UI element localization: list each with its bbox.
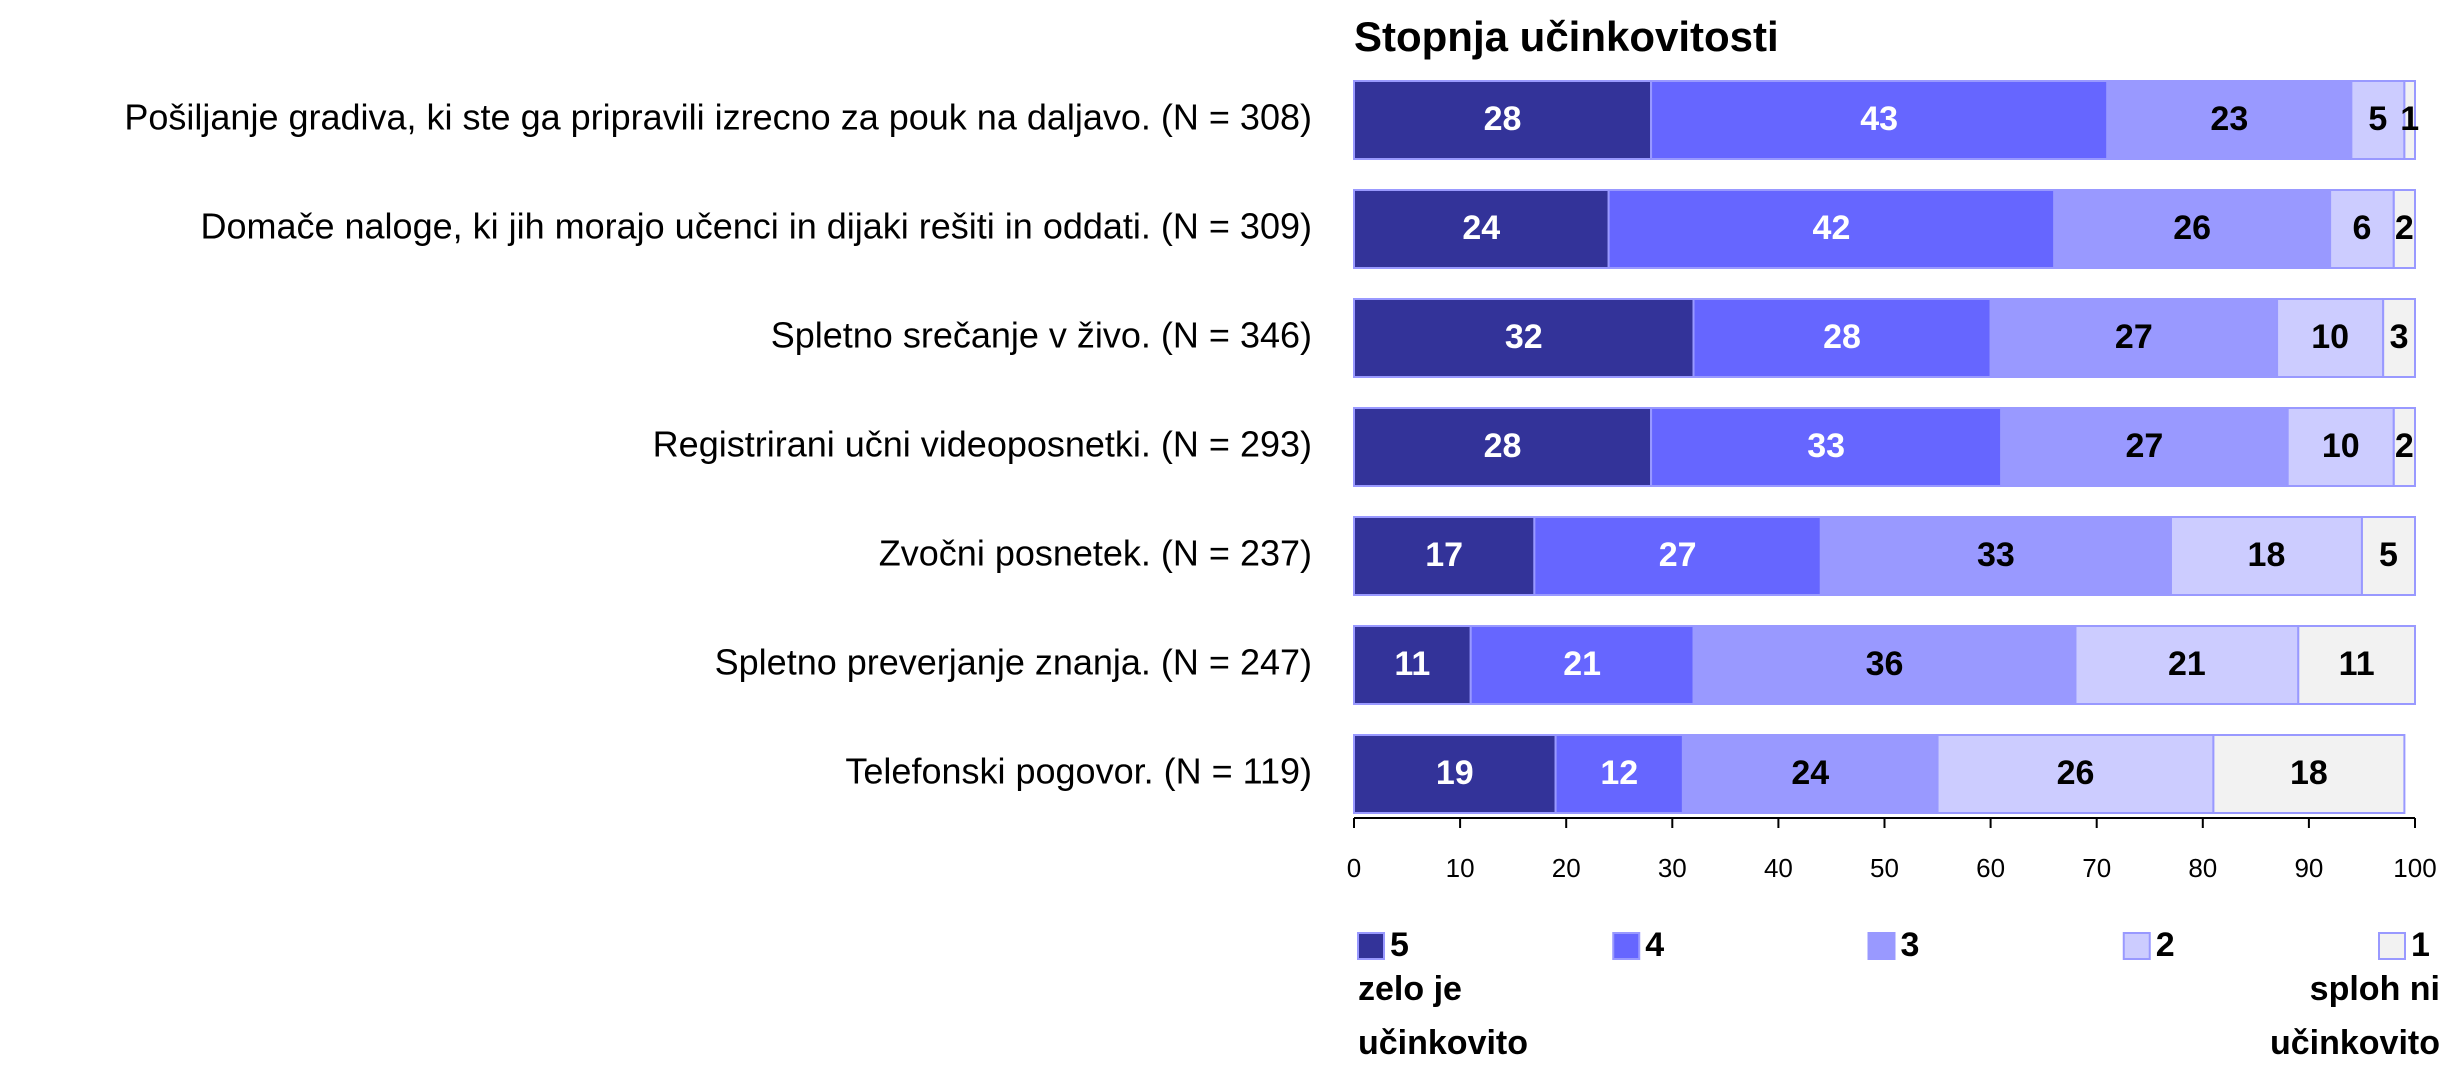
bar-segment	[2106, 80, 2353, 160]
data-label: 42	[1813, 209, 1851, 247]
x-tick-label: 80	[2188, 853, 2217, 883]
data-label: 5	[2379, 536, 2398, 574]
data-label: 32	[1505, 318, 1543, 356]
data-label: 3	[2390, 318, 2409, 356]
data-label: 28	[1484, 100, 1522, 138]
data-label: 26	[2057, 754, 2095, 792]
bar-segment	[2392, 189, 2417, 269]
bar-segment	[1607, 189, 2056, 269]
category-label: Telefonski pogovor. (N = 119)	[845, 751, 1312, 792]
bar-segment	[1936, 734, 2215, 814]
data-label: 23	[2210, 100, 2248, 138]
bar-segment	[2169, 516, 2363, 596]
bar-segment	[2053, 189, 2332, 269]
x-tick-label: 20	[1552, 853, 1581, 883]
legend-label: 5	[1390, 926, 1409, 964]
legend-label: 3	[1901, 926, 1920, 964]
legend-label: 1	[2411, 926, 2430, 964]
legend-label: 2	[2156, 926, 2175, 964]
bar-segment	[1353, 80, 1653, 160]
legend-swatch	[1867, 932, 1896, 960]
data-label: 33	[1807, 427, 1845, 465]
data-label: 19	[1436, 754, 1474, 792]
chart-title: Stopnja učinkovitosti	[1354, 13, 1779, 60]
bar-segment	[2276, 298, 2385, 378]
bar-segment	[1989, 298, 2279, 378]
bar-segment	[2382, 298, 2416, 378]
bar-segment	[2286, 407, 2395, 487]
bar-segment	[1650, 80, 2109, 160]
data-label: 43	[1860, 100, 1898, 138]
data-label: 36	[1866, 645, 1904, 683]
legend-note: zelo je učinkovito	[1358, 970, 1529, 1062]
bar-segment	[2392, 407, 2417, 487]
legend-label: 4	[1645, 926, 1664, 964]
data-label: 27	[2126, 427, 2164, 465]
bar-segment	[1692, 298, 1992, 378]
x-tick-label: 70	[2082, 853, 2111, 883]
x-tick-label: 30	[1658, 853, 1687, 883]
bar-segment	[2329, 189, 2395, 269]
bar-segment	[1353, 625, 1472, 705]
data-label: 18	[2290, 754, 2328, 792]
x-tick-label: 60	[1976, 853, 2005, 883]
x-tick-label: 40	[1764, 853, 1793, 883]
category-label: Pošiljanje gradiva, ki ste ga pripravili…	[124, 97, 1312, 138]
legend-swatch	[2122, 932, 2151, 960]
data-label: 21	[2168, 645, 2206, 683]
legend-swatch	[2378, 932, 2406, 960]
category-label: Registrirani učni videoposnetki. (N = 29…	[653, 424, 1312, 465]
bar-segment	[1353, 298, 1695, 378]
data-label: 12	[1600, 754, 1638, 792]
data-label: 24	[1791, 754, 1829, 792]
category-label: Domače naloge, ki jih morajo učenci in d…	[200, 206, 1312, 247]
data-label: 33	[1977, 536, 2015, 574]
data-label: 17	[1425, 536, 1463, 574]
bar-segment	[1692, 625, 2077, 705]
data-label: 18	[2248, 536, 2286, 574]
data-label: 28	[1484, 427, 1522, 465]
data-label: 6	[2352, 209, 2371, 247]
category-label: Spletno srečanje v živo. (N = 346)	[771, 315, 1312, 356]
data-label: 28	[1823, 318, 1861, 356]
bar-segment	[2000, 407, 2289, 487]
bar-segment	[1681, 734, 1939, 814]
bar-segment	[2297, 625, 2417, 705]
data-label: 26	[2173, 209, 2211, 247]
legend-swatch	[1612, 932, 1641, 960]
bar-segment	[1533, 516, 1822, 596]
data-label: 11	[2339, 645, 2375, 683]
data-label: 2	[2395, 209, 2414, 247]
bar-segment	[1353, 407, 1653, 487]
legend-swatch	[1357, 932, 1385, 960]
data-label: 27	[1659, 536, 1697, 574]
bar-segment	[1353, 516, 1536, 596]
x-tick-label: 100	[2393, 853, 2436, 883]
x-tick-label: 50	[1870, 853, 1899, 883]
bar-segment	[2360, 516, 2416, 596]
data-label: 24	[1462, 209, 1500, 247]
x-tick-label: 10	[1446, 853, 1475, 883]
legend-note: sploh ni učinkovito	[2269, 970, 2440, 1062]
x-tick-label: 90	[2294, 853, 2323, 883]
category-label: Spletno preverjanje znanja. (N = 247)	[715, 642, 1312, 683]
bar-segment	[2403, 80, 2416, 160]
data-label: 1	[2400, 100, 2419, 138]
category-label: Zvočni posnetek. (N = 237)	[879, 533, 1312, 574]
data-label: 27	[2115, 318, 2153, 356]
bar-segment	[1650, 407, 2003, 487]
data-label: 5	[2368, 100, 2387, 138]
data-label: 2	[2395, 427, 2414, 465]
bar-segment	[1353, 189, 1610, 269]
data-label: 21	[1563, 645, 1601, 683]
bar-segment	[2212, 734, 2406, 814]
data-label: 10	[2322, 427, 2360, 465]
x-tick-label: 0	[1347, 853, 1361, 883]
bar-segment	[1353, 734, 1557, 814]
data-label: 11	[1394, 645, 1430, 683]
data-label: 10	[2311, 318, 2349, 356]
